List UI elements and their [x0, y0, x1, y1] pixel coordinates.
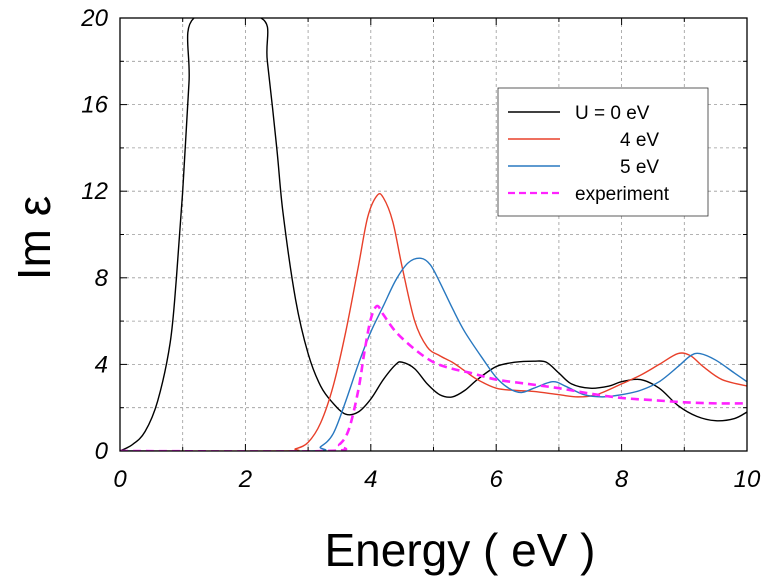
grid-lines	[120, 18, 747, 451]
y-tick-label: 0	[95, 438, 109, 465]
legend-label-2: 5 eV	[620, 157, 659, 178]
series-line-3	[120, 304, 747, 451]
series-line-1	[120, 192, 747, 451]
y-axis-label: Im ε	[8, 196, 60, 280]
legend: U = 0 eV 4 eV 5 eV experiment	[497, 87, 709, 217]
tick-marks	[119, 17, 748, 452]
x-tick-label: 2	[238, 466, 252, 493]
x-tick-label: 10	[734, 466, 761, 493]
tick-labels: 0 2 4 6 8 10 0 4 8 12 16 20	[80, 5, 761, 493]
series-line-2	[120, 257, 747, 451]
y-tick-label: 4	[95, 351, 108, 378]
x-tick-label: 0	[113, 466, 127, 493]
y-tick-label: 20	[80, 5, 108, 32]
legend-box	[497, 87, 709, 217]
y-tick-label: 12	[81, 178, 108, 205]
series-layer	[120, 18, 747, 451]
x-tick-label: 8	[615, 466, 629, 493]
x-tick-label: 6	[490, 466, 504, 493]
x-axis-label: Energy ( eV )	[325, 524, 596, 576]
series-line-0	[120, 18, 747, 451]
legend-label-0: U = 0 eV	[575, 103, 650, 124]
y-tick-label: 8	[95, 265, 109, 292]
legend-label-1: 4 eV	[620, 130, 659, 151]
x-tick-label: 4	[364, 466, 377, 493]
legend-label-3: experiment	[575, 184, 670, 205]
y-tick-label: 16	[81, 92, 108, 119]
